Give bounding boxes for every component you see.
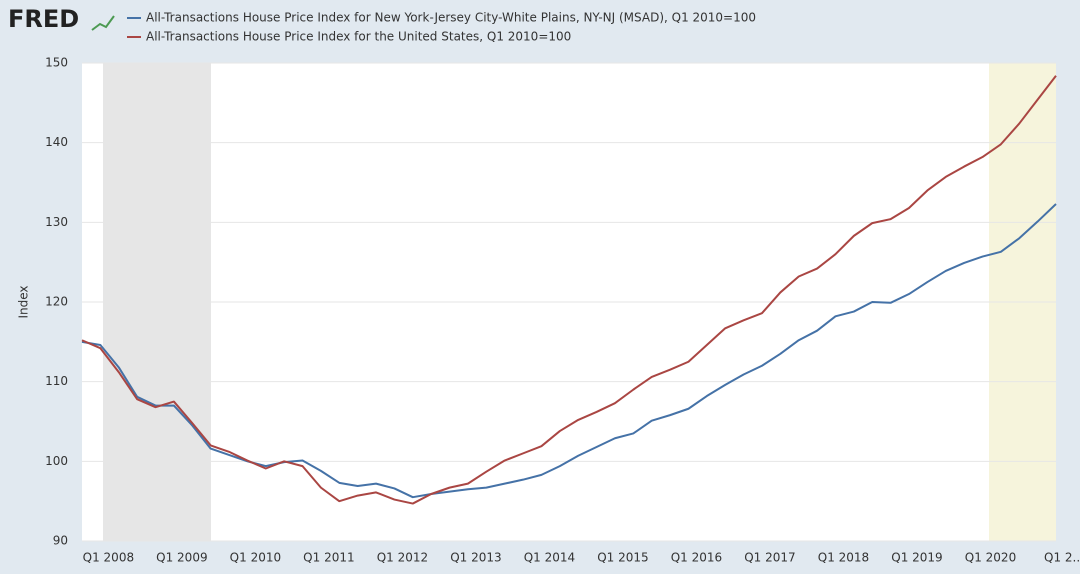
x-tick-label: Q1 2009 <box>156 551 207 565</box>
y-tick-label: 120 <box>45 295 68 309</box>
x-tick-label: Q1 2018 <box>818 551 869 565</box>
x-tick-label: Q1 2012 <box>377 551 428 565</box>
x-tick-label: Q1 2015 <box>597 551 648 565</box>
y-axis-label: Index <box>17 285 31 318</box>
y-tick-label: 140 <box>45 135 68 149</box>
x-tick-label: Q1 2017 <box>744 551 795 565</box>
legend-label: All-Transactions House Price Index for N… <box>146 11 756 25</box>
x-tick-label: Q1 2008 <box>83 551 134 565</box>
series-line <box>81 203 1057 499</box>
x-tick-label: Q1 2... <box>1044 551 1080 565</box>
x-tick-label: Q1 2016 <box>671 551 722 565</box>
y-tick-label: 110 <box>45 374 68 388</box>
y-tick-label: 90 <box>53 534 68 548</box>
y-tick-label: 100 <box>45 454 68 468</box>
y-tick-label: 130 <box>45 215 68 229</box>
x-tick-label: Q1 2010 <box>230 551 281 565</box>
legend-label: All-Transactions House Price Index for t… <box>146 30 571 44</box>
logo: FRED <box>8 5 79 33</box>
x-tick-label: Q1 2020 <box>965 551 1016 565</box>
x-tick-label: Q1 2011 <box>303 551 354 565</box>
x-tick-label: Q1 2014 <box>524 551 575 565</box>
x-tick-label: Q1 2013 <box>450 551 501 565</box>
series-line <box>81 75 1057 505</box>
x-tick-label: Q1 2019 <box>891 551 942 565</box>
logo-icon <box>91 15 115 31</box>
y-tick-label: 150 <box>45 56 68 70</box>
